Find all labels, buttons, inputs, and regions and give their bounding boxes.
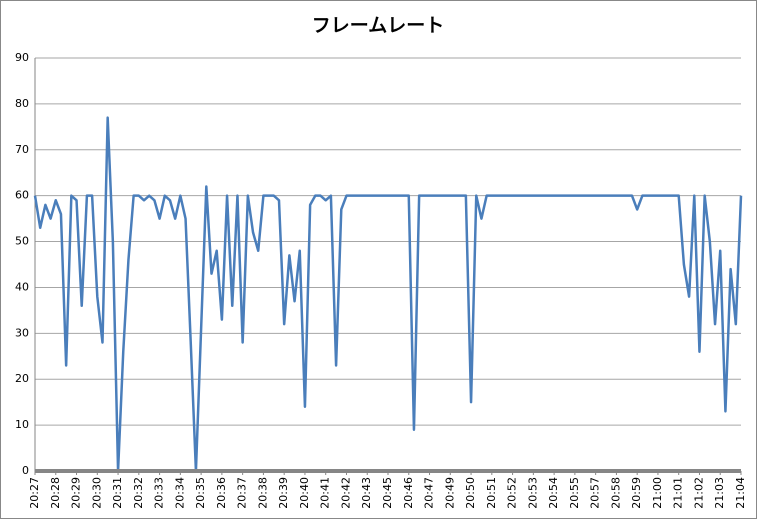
y-tick-label: 70: [15, 143, 29, 156]
x-tick-label: 20:42: [339, 477, 352, 509]
x-tick-label: 20:46: [402, 477, 415, 509]
x-tick-label: 20:52: [506, 477, 519, 509]
line-series: [33, 116, 743, 473]
x-tick-label: 21:03: [713, 477, 726, 509]
x-tick-label: 20:37: [236, 477, 249, 509]
y-tick-label: 40: [15, 280, 29, 293]
x-tick-label: 21:01: [672, 477, 685, 509]
x-tick-label: 21:00: [651, 477, 664, 509]
x-tick-label: 20:55: [568, 477, 581, 509]
x-tick-label: 20:53: [526, 477, 539, 509]
y-tick-label: 80: [15, 97, 29, 110]
x-tick-label: 20:59: [630, 477, 643, 509]
x-tick-label: 20:34: [173, 477, 186, 509]
y-tick-label: 30: [15, 326, 29, 339]
y-tick-label: 10: [15, 418, 29, 431]
x-tick-label: 21:04: [734, 477, 747, 509]
x-tick-label: 20:47: [423, 477, 436, 509]
x-tick-label: 20:35: [194, 477, 207, 509]
chart-title: フレームレート: [312, 15, 444, 37]
x-tick-label: 20:40: [298, 477, 311, 509]
x-tick-label: 20:30: [90, 477, 103, 509]
y-tick-label: 50: [15, 235, 29, 248]
x-tick-label: 20:33: [153, 477, 166, 509]
y-tick-label: 20: [15, 372, 29, 385]
x-tick-label: 20:43: [360, 477, 373, 509]
x-tick-label: 20:49: [443, 477, 456, 509]
y-tick-label: 60: [15, 189, 29, 202]
x-tick-label: 21:02: [692, 477, 705, 509]
x-tick-label: 20:50: [464, 477, 477, 509]
x-tick-label: 20:28: [49, 477, 62, 509]
x-tick-label: 20:36: [215, 477, 228, 509]
x-tick-label: 20:39: [277, 477, 290, 509]
x-tick-label: 20:58: [609, 477, 622, 509]
x-tick-label: 20:32: [132, 477, 145, 509]
x-tick-label: 20:51: [485, 477, 498, 509]
x-tick-label: 20:54: [547, 477, 560, 509]
x-tick-label: 20:57: [589, 477, 602, 509]
x-tick-label: 20:41: [319, 477, 332, 509]
y-tick-label: 90: [15, 51, 29, 64]
y-tick-label: 0: [22, 464, 29, 477]
x-tick-label: 20:27: [28, 477, 41, 509]
x-tick-label: 20:45: [381, 477, 394, 509]
x-tick-label: 20:29: [70, 477, 83, 509]
x-tick-label: 20:38: [256, 477, 269, 509]
x-tick-label: 20:31: [111, 477, 124, 509]
